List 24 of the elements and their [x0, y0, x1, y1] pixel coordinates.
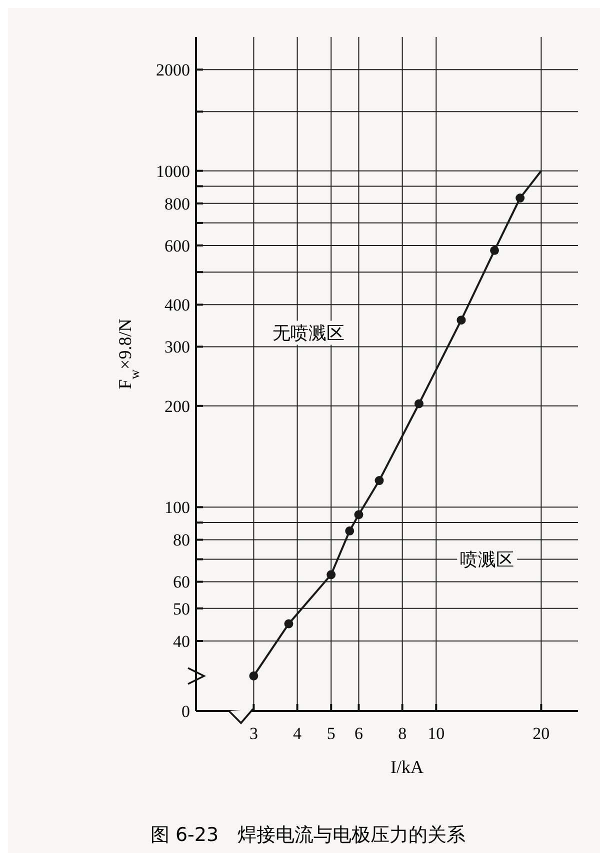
y-tick-label: 800: [164, 194, 190, 214]
y-tick-label: 2000: [156, 60, 190, 80]
x-tick-label: 3: [249, 724, 258, 743]
y-tick-label: 200: [164, 396, 190, 416]
annotation: 无喷溅区: [272, 323, 344, 344]
y-tick-label: 300: [164, 338, 190, 357]
x-tick-label: 4: [293, 724, 302, 743]
y-tick-label: 100: [164, 498, 190, 518]
y-tick-label: 0: [182, 702, 190, 721]
y-tick-label: 50: [173, 599, 190, 618]
y-tick-label: 400: [164, 296, 190, 315]
x-tick-label: 8: [398, 724, 407, 743]
x-tick-label: 5: [326, 724, 336, 743]
y-tick-label: 1000: [156, 162, 190, 181]
x-tick-label: 6: [354, 724, 363, 743]
y-tick-label: 40: [173, 632, 190, 651]
y-tick-label: 80: [173, 530, 190, 550]
annotation: 喷溅区: [460, 550, 514, 571]
y-tick-label: 600: [164, 236, 190, 256]
text: 图 6-23 焊接电流与电极压力的关系: [150, 824, 466, 846]
x-axis-title: I/kA: [390, 757, 424, 777]
x-tick-label: 20: [532, 724, 550, 743]
x-tick-label: 10: [428, 724, 445, 743]
y-tick-label: 60: [173, 572, 190, 592]
